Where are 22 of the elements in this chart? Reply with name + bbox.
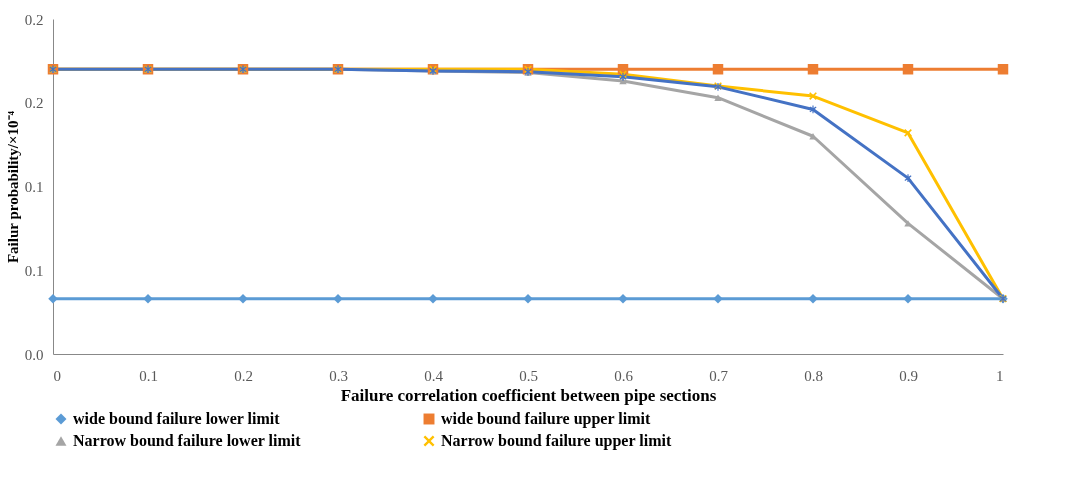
y-axis-title: Failur probability/×10⁻⁴ <box>4 110 21 264</box>
x-tick-label: 0.4 <box>424 367 444 384</box>
legend-label: wide bound failure upper limit <box>441 410 651 428</box>
x-axis-title: Failure correlation coefficient between pipe sections <box>340 385 717 405</box>
x-tick-label: 0.5 <box>519 367 538 384</box>
x-tick-label: 0.8 <box>804 367 823 384</box>
y-tick-label: 0.1 <box>24 179 44 195</box>
x-tick-label: 0.1 <box>139 367 158 384</box>
x-tick-label: 0.9 <box>899 367 918 384</box>
x-tick-label: 0.7 <box>709 367 729 384</box>
legend-label: Narrow bound failure upper limit <box>441 432 672 450</box>
y-tick-label: 0.1 <box>24 262 44 279</box>
x-tick-label: 0 <box>53 367 61 384</box>
legend-label: Narrow bound failure lower limit <box>73 432 302 449</box>
y-tick-label: 0.2 <box>24 95 44 112</box>
x-tick-label: 0.6 <box>614 367 634 384</box>
x-tick-label: 0.3 <box>329 367 348 384</box>
y-tick-label: 0.0 <box>24 346 44 363</box>
legend-label: wide bound failure lower limit <box>73 410 281 427</box>
y-tick-label: 0.2 <box>24 11 44 28</box>
x-tick-label: 1 <box>996 367 1004 384</box>
x-tick-label: 0.2 <box>234 367 253 384</box>
